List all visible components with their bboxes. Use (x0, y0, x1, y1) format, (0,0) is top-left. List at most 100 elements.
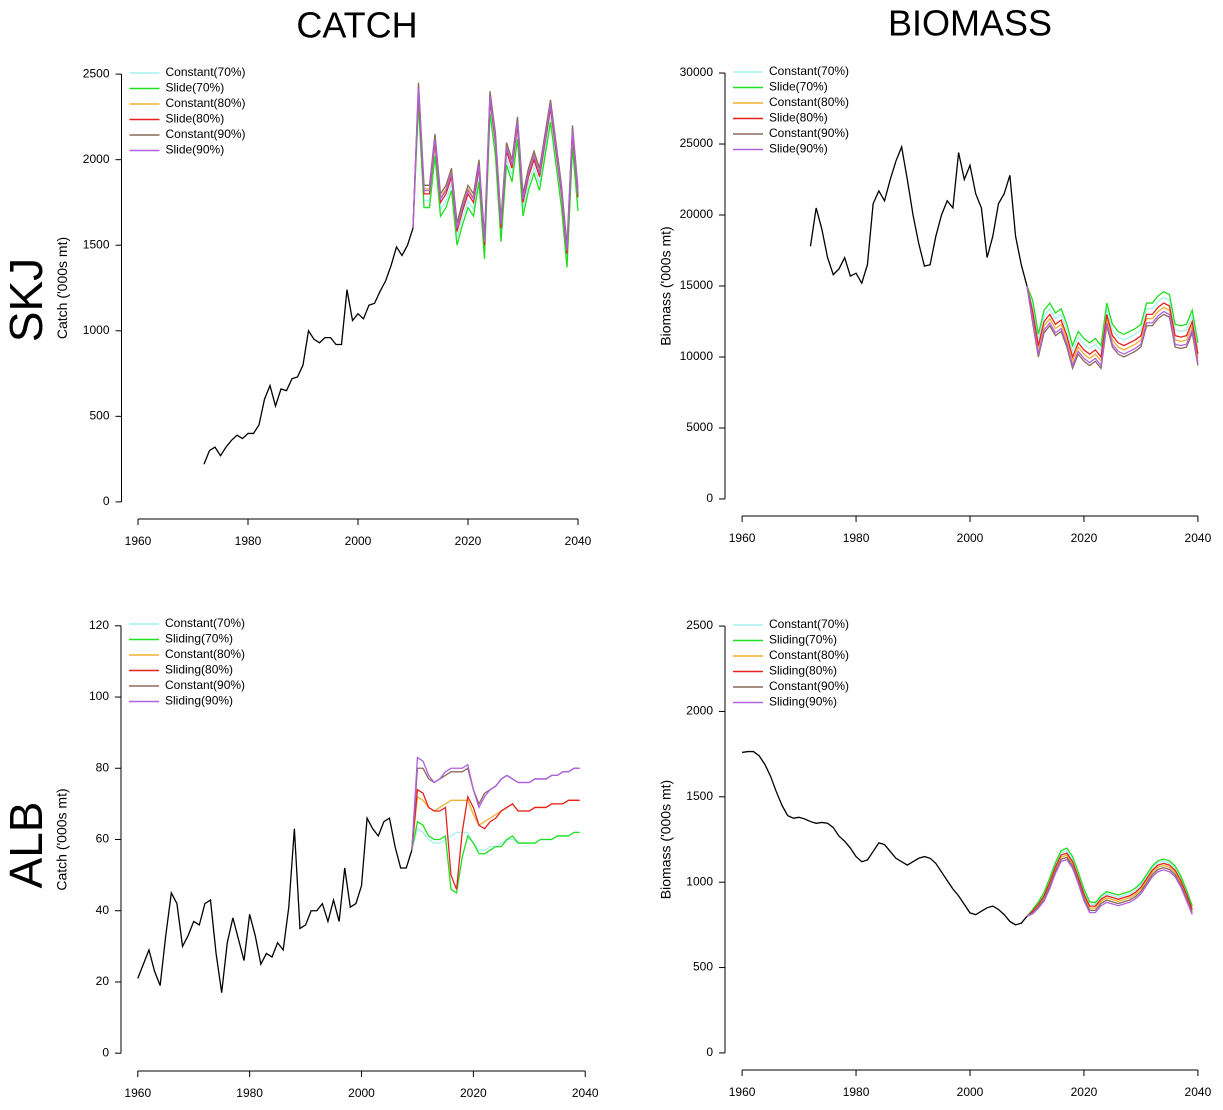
series-line (1026, 856, 1193, 917)
legend-label: Constant(90%) (769, 679, 849, 693)
legend-label: Constant(70%) (165, 616, 245, 630)
y-tick-label: 500 (89, 409, 109, 423)
legend-label: Sliding(70%) (165, 632, 233, 646)
y-tick-label: 0 (102, 1045, 109, 1059)
series-line (1026, 285, 1199, 364)
x-tick-label: 1960 (729, 531, 756, 545)
x-tick-label: 2000 (345, 534, 372, 548)
y-axis-label: Biomass ('000s mt) (658, 780, 674, 899)
y-tick-label: 1500 (686, 789, 713, 803)
series-line (412, 104, 579, 268)
legend-label: Constant(80%) (165, 647, 245, 661)
x-tick-label: 1980 (236, 1086, 263, 1100)
x-tick-label: 2040 (565, 534, 592, 548)
y-tick-label: 0 (706, 1045, 713, 1059)
x-tick-label: 2040 (1185, 531, 1212, 545)
legend-label: Slide(80%) (166, 112, 225, 126)
y-tick-label: 20000 (680, 207, 714, 221)
y-tick-label: 5000 (686, 420, 713, 434)
column-title: CATCH (296, 5, 417, 46)
series-line (1026, 852, 1193, 917)
series-line (741, 750, 1028, 926)
series-line (809, 144, 1028, 287)
x-tick-label: 2040 (1185, 1085, 1212, 1099)
x-tick-label: 2020 (1071, 531, 1098, 545)
legend-label: Sliding(80%) (165, 663, 233, 677)
row-title: ALB (0, 802, 52, 889)
legend-label: Slide(70%) (166, 81, 225, 95)
y-tick-label: 2000 (83, 152, 110, 166)
y-tick-label: 1000 (686, 874, 713, 888)
series-line (1026, 285, 1199, 368)
column-title: BIOMASS (888, 3, 1052, 44)
x-tick-label: 2000 (957, 531, 984, 545)
y-tick-label: 0 (706, 491, 713, 505)
legend-label: Constant(70%) (166, 65, 246, 79)
legend-label: Constant(70%) (769, 64, 849, 78)
y-axis-label: Catch ('000s mt) (54, 237, 70, 339)
y-axis-label: Biomass ('000s mt) (658, 226, 674, 345)
y-tick-label: 500 (693, 960, 713, 974)
x-tick-label: 1960 (729, 1085, 756, 1099)
series-line (412, 87, 579, 251)
x-tick-label: 1980 (235, 534, 262, 548)
y-tick-label: 20 (96, 974, 110, 988)
legend-label: Constant(80%) (166, 96, 246, 110)
legend-label: Sliding(90%) (165, 694, 233, 708)
legend-label: Slide(70%) (769, 80, 828, 94)
series-line (1026, 285, 1199, 354)
y-tick-label: 100 (89, 689, 109, 703)
x-tick-label: 1980 (843, 1085, 870, 1099)
y-tick-label: 25000 (680, 136, 714, 150)
series-line (411, 756, 580, 851)
y-tick-label: 10000 (680, 349, 714, 363)
x-tick-label: 2020 (460, 1086, 487, 1100)
y-tick-label: 1500 (83, 237, 110, 251)
series-line (411, 788, 580, 890)
legend-label: Sliding(70%) (769, 633, 837, 647)
x-tick-label: 2000 (957, 1085, 984, 1099)
x-tick-label: 1980 (843, 531, 870, 545)
series-line (411, 795, 580, 851)
y-axis-label: Catch ('000s mt) (54, 788, 70, 890)
legend-label: Constant(80%) (769, 648, 849, 662)
y-tick-label: 2500 (83, 66, 110, 80)
x-tick-label: 2040 (572, 1086, 599, 1100)
y-tick-label: 60 (96, 832, 110, 846)
y-tick-label: 30000 (680, 65, 714, 79)
legend-label: Constant(90%) (769, 126, 849, 140)
x-tick-label: 2000 (348, 1086, 375, 1100)
series-line (411, 820, 580, 895)
y-tick-label: 120 (89, 618, 109, 632)
legend-label: Slide(80%) (769, 111, 828, 125)
x-tick-label: 1960 (125, 534, 152, 548)
legend-label: Constant(90%) (165, 678, 245, 692)
series-line (1026, 854, 1193, 917)
series-line (1026, 858, 1193, 917)
series-line (1026, 285, 1199, 348)
legend-label: Sliding(90%) (769, 695, 837, 709)
legend-label: Constant(90%) (166, 127, 246, 141)
x-tick-label: 2020 (455, 534, 482, 548)
row-title: SKJ (0, 258, 52, 342)
series-line (1026, 285, 1199, 360)
y-tick-label: 2000 (686, 704, 713, 718)
y-tick-label: 0 (103, 494, 110, 508)
x-tick-label: 1960 (124, 1086, 151, 1100)
series-line (137, 815, 413, 993)
x-tick-label: 2020 (1071, 1085, 1098, 1099)
y-tick-label: 40 (96, 903, 110, 917)
series-line (1026, 847, 1193, 917)
y-tick-label: 15000 (680, 278, 714, 292)
y-tick-label: 1000 (83, 323, 110, 337)
legend-label: Constant(80%) (769, 95, 849, 109)
legend-label: Slide(90%) (769, 142, 828, 156)
legend-label: Slide(90%) (166, 143, 225, 157)
y-tick-label: 2500 (686, 618, 713, 632)
series-line (1026, 849, 1193, 917)
legend-label: Constant(70%) (769, 617, 849, 631)
y-tick-label: 80 (96, 760, 110, 774)
legend-label: Sliding(80%) (769, 664, 837, 678)
series-line (203, 227, 414, 465)
